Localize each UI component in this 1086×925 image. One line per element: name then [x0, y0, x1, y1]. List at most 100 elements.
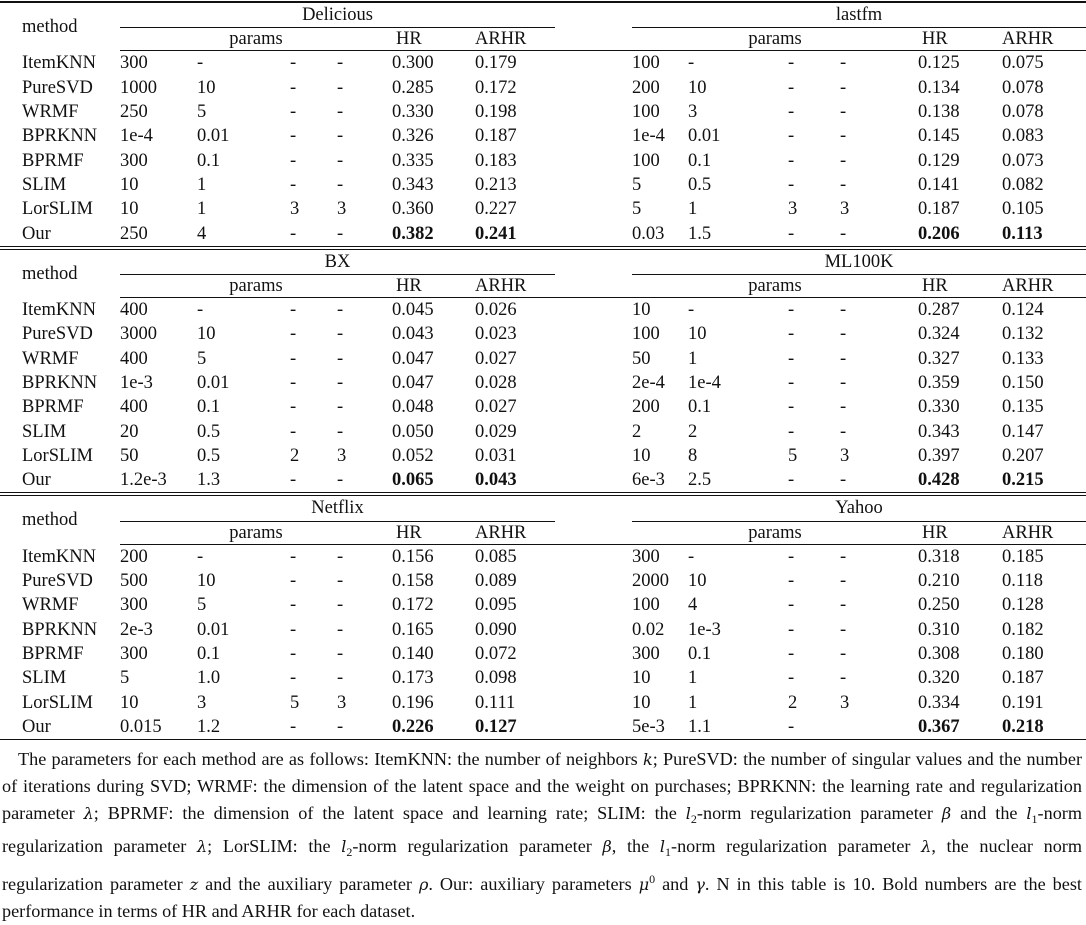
param-cell: - — [337, 397, 344, 418]
dataset-title: Yahoo — [632, 496, 1086, 522]
hr-value: 0.173 — [392, 668, 434, 689]
param-cell: - — [840, 421, 847, 442]
arhr-value: 0.132 — [1002, 324, 1044, 345]
arhr-value: 0.028 — [475, 373, 517, 393]
method-name: WRMF — [22, 595, 79, 616]
spacer — [555, 544, 632, 569]
table-row: SLIM 20 0.5 - - 0.050 0.029 2 2 - - 0.343 0.147 — [0, 419, 1086, 443]
param-cell: 2e-3 — [120, 619, 153, 640]
math-symbol: λ — [921, 837, 932, 857]
param-cell: 4 — [197, 223, 207, 244]
param-cell: - — [788, 324, 795, 345]
param-cell: 0.01 — [197, 373, 230, 393]
param-cell: 100 — [632, 53, 660, 74]
method-name: Our — [22, 470, 51, 491]
math-symbol: l — [341, 837, 347, 857]
param-cell: - — [840, 470, 847, 491]
hr-value: 0.287 — [918, 300, 960, 321]
arhr-value: 0.085 — [475, 546, 517, 567]
math-subscript: 1 — [665, 845, 672, 860]
table-row: BPRMF 300 0.1 - - 0.140 0.072 300 0.1 - - 0.308 0.18… — [0, 642, 1086, 666]
param-cell: 500 — [120, 571, 148, 592]
method-name: BPRKNN — [22, 126, 98, 147]
method-name: BPRMF — [22, 397, 84, 418]
param-cell: - — [788, 348, 795, 369]
caption-text: and the auxiliary parameter — [198, 874, 419, 895]
param-cell: 1 — [688, 668, 698, 689]
arhr-value: 0.105 — [1002, 199, 1044, 220]
param-cell: - — [840, 348, 847, 369]
param-cell: 0.01 — [197, 619, 230, 640]
results-block: method Netflix Yahoo params HR ARHR params HR AR… — [0, 496, 1086, 741]
param-cell: 2e-4 — [632, 373, 665, 393]
param-cell: - — [290, 300, 297, 321]
table-row: LorSLIM 50 0.5 2 3 0.052 0.031 10 8 5 3 0.397 0.207 — [0, 444, 1086, 468]
param-cell: 2 — [688, 421, 698, 442]
param-cell: 10 — [688, 324, 707, 345]
param-cell: 10 — [120, 199, 139, 220]
arhr-value: 0.227 — [475, 199, 517, 220]
param-cell: 2 — [632, 421, 642, 442]
caption-text: , the — [611, 836, 660, 857]
arhr-value: 0.218 — [1002, 716, 1044, 737]
param-cell: - — [290, 470, 297, 491]
hr-header: HR — [392, 27, 475, 52]
hr-value: 0.343 — [392, 174, 434, 195]
param-cell: - — [788, 546, 795, 567]
arhr-value: 0.213 — [475, 174, 517, 195]
param-cell: - — [788, 373, 795, 393]
spacer — [555, 274, 633, 298]
param-cell: - — [290, 595, 297, 616]
table-row: ItemKNN 300 - - - 0.300 0.179 100 - - - 0.125 0.075 — [0, 51, 1086, 76]
hr-value: 0.330 — [918, 397, 960, 418]
param-cell: - — [788, 126, 795, 147]
param-cell: 0.5 — [197, 445, 221, 466]
spacer — [555, 569, 632, 593]
param-cell: 0.5 — [688, 174, 712, 195]
param-cell: - — [788, 571, 795, 592]
hr-value: 0.165 — [392, 619, 434, 640]
param-cell: 10 — [632, 692, 651, 713]
spacer — [555, 371, 632, 395]
hr-value: 0.320 — [918, 668, 960, 689]
param-cell: 10 — [197, 324, 216, 345]
math-symbol: γ — [695, 875, 705, 895]
spacer — [555, 148, 632, 172]
param-cell: 5 — [632, 199, 642, 220]
spacer — [555, 496, 632, 521]
hr-header: HR — [918, 521, 1002, 545]
arhr-value: 0.172 — [475, 77, 517, 98]
params-header: params — [632, 27, 919, 52]
param-cell: 5e-3 — [632, 716, 665, 737]
hr-value: 0.047 — [392, 373, 434, 393]
arhr-value: 0.072 — [475, 643, 517, 664]
param-cell: - — [788, 470, 795, 491]
param-cell: - — [840, 595, 847, 616]
table-row: ItemKNN 400 - - - 0.045 0.026 10 - - - 0.287 0.124 — [0, 297, 1086, 322]
param-cell: 0.1 — [197, 150, 221, 171]
hr-value: 0.335 — [392, 150, 434, 171]
hr-value: 0.226 — [392, 716, 434, 737]
param-cell: 5 — [197, 595, 207, 616]
table-row: SLIM 10 1 - - 0.343 0.213 5 0.5 - - 0.141 0.082 — [0, 173, 1086, 197]
hr-value: 0.334 — [918, 692, 960, 713]
param-cell: 10 — [632, 300, 651, 321]
method-header: method — [22, 263, 78, 284]
caption-text: . Our: auxiliary parameters — [428, 874, 639, 895]
param-cell: 10 — [688, 571, 707, 592]
caption-text: ; PureSVD: the number of singular values… — [2, 749, 1082, 824]
param-cell: - — [290, 619, 297, 640]
param-cell: - — [840, 77, 847, 98]
table-row: WRMF 300 5 - - 0.172 0.095 100 4 - - 0.250 0.128 — [0, 593, 1086, 617]
caption-text: and the — [951, 803, 1027, 824]
param-cell: 3 — [337, 445, 347, 466]
param-cell: 100 — [632, 595, 660, 616]
arhr-value: 0.073 — [1002, 150, 1044, 171]
spacer — [555, 419, 632, 443]
param-cell: 0.02 — [632, 619, 665, 640]
spacer — [555, 250, 632, 275]
hr-value: 0.043 — [392, 324, 434, 345]
param-cell: 5 — [290, 692, 300, 713]
param-cell: 5 — [120, 668, 130, 689]
arhr-header: ARHR — [1002, 27, 1086, 52]
